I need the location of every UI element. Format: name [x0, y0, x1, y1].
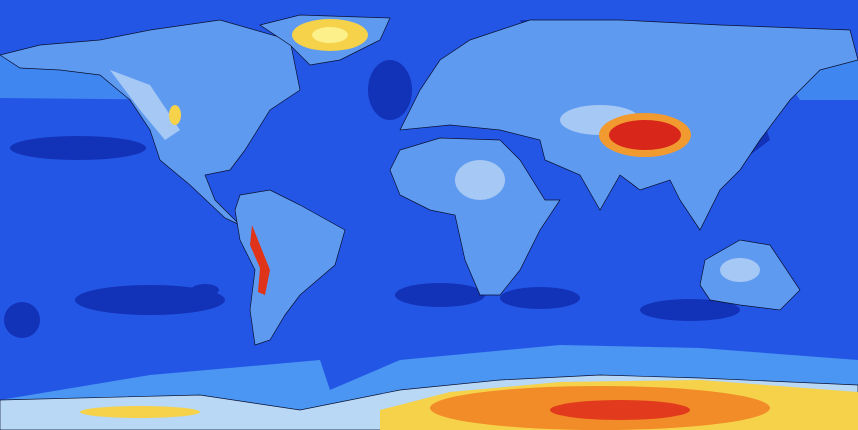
highland [110, 70, 760, 282]
south-america [234, 189, 346, 346]
north-america [0, 19, 301, 226]
ice-sheet [80, 406, 200, 418]
ice-sheet [550, 400, 690, 420]
greenland-ice [312, 27, 348, 43]
mountains [250, 225, 270, 295]
mountains [169, 105, 181, 125]
plateau [609, 120, 681, 150]
africa [389, 137, 561, 296]
